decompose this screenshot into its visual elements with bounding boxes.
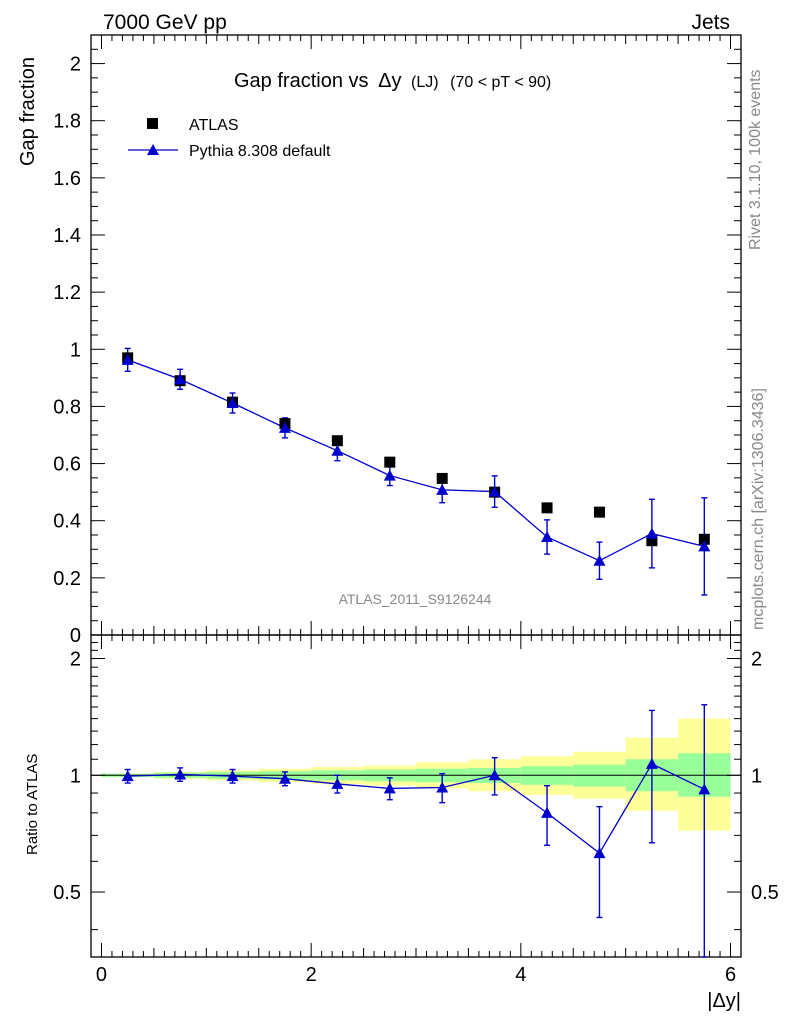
pythia-data-point bbox=[383, 469, 396, 481]
pythia-data-point bbox=[698, 540, 711, 552]
pythia-data-point bbox=[174, 373, 187, 385]
header-process-label: Jets bbox=[691, 11, 730, 34]
x-tick-label: 0 bbox=[96, 964, 107, 986]
ratio-data-point bbox=[331, 777, 344, 789]
pythia-data-point bbox=[278, 421, 291, 433]
y-tick-label: 0.8 bbox=[53, 396, 81, 418]
pythia-data-point bbox=[331, 444, 344, 456]
ratio-y-tick-label-right: 1 bbox=[751, 765, 762, 787]
ratio-y-tick-label: 1 bbox=[70, 765, 81, 787]
ratio-data-point bbox=[383, 782, 396, 794]
plot-title: Gap fraction vs Δy (LJ) (70 < pT < 90) bbox=[234, 70, 551, 92]
legend-pythia-label: Pythia 8.308 default bbox=[189, 143, 331, 160]
ratio-data-point bbox=[488, 769, 501, 781]
ratio-data-point bbox=[174, 768, 187, 780]
y-tick-label: 1.8 bbox=[53, 111, 81, 133]
ratio-y-tick-label-right: 0.5 bbox=[751, 882, 779, 904]
plot-title-tail: (LJ) bbox=[411, 74, 439, 91]
x-tick-label: 6 bbox=[725, 964, 736, 986]
y-tick-label: 0.4 bbox=[53, 511, 81, 533]
header-energy-label: 7000 GeV pp bbox=[103, 11, 227, 34]
x-tick-label: 2 bbox=[306, 964, 317, 986]
plot-title-range: (70 < pT < 90) bbox=[450, 74, 551, 91]
x-tick-label: 4 bbox=[515, 964, 526, 986]
ratio-y-tick-label: 2 bbox=[70, 649, 81, 671]
ratio-y-tick-label-right: 2 bbox=[751, 649, 762, 671]
y-tick-label: 2 bbox=[70, 54, 81, 76]
atlas-data-point bbox=[593, 506, 605, 518]
ratio-data-point bbox=[278, 772, 291, 784]
pythia-data-point bbox=[488, 485, 501, 497]
ratio-data-point bbox=[121, 770, 134, 782]
ratio-data-point bbox=[436, 781, 449, 793]
atlas-data-point bbox=[331, 435, 343, 447]
pythia-data-point bbox=[226, 397, 239, 408]
y-tick-label: 1.4 bbox=[53, 225, 81, 247]
y-tick-label: 1.2 bbox=[53, 282, 81, 304]
pythia-line bbox=[127, 359, 705, 562]
y-tick-label: 1.6 bbox=[53, 168, 81, 190]
rivet-version-label: Rivet 3.1.10, 100k events bbox=[747, 69, 764, 250]
atlas-data-point bbox=[698, 533, 710, 545]
atlas-data-point bbox=[541, 502, 553, 514]
ratio-data-point bbox=[541, 806, 554, 818]
plot-title-main: Gap fraction vs bbox=[234, 70, 369, 92]
y-tick-label: 0.6 bbox=[53, 454, 81, 476]
main-y-axis-label: Gap fraction bbox=[17, 57, 39, 166]
legend-pythia-marker bbox=[147, 144, 159, 155]
ratio-y-axis-label: Ratio to ATLAS bbox=[24, 754, 41, 855]
analysis-id-watermark: ATLAS_2011_S9126244 bbox=[339, 591, 492, 607]
atlas-data-point bbox=[384, 456, 396, 468]
ratio-panel-data bbox=[121, 704, 711, 958]
main-panel-data bbox=[121, 347, 711, 596]
ratio-data-point bbox=[698, 783, 711, 795]
ratio-data-point bbox=[226, 770, 239, 782]
ratio-panel-axes: 0 2 4 6 0.5 0.5 1 1 2 2 bbox=[53, 634, 779, 986]
mcplots-reference-label: mcplots.cern.ch [arXiv:1306.3436] bbox=[750, 388, 767, 630]
ratio-data-point bbox=[593, 847, 606, 859]
legend-atlas-marker bbox=[147, 118, 158, 129]
y-tick-label: 1 bbox=[70, 339, 81, 361]
legend-atlas-label: ATLAS bbox=[189, 117, 239, 134]
ratio-data-point bbox=[645, 757, 658, 769]
pythia-data-point bbox=[593, 554, 606, 566]
pythia-data-point bbox=[436, 483, 449, 495]
y-tick-label: 0 bbox=[70, 625, 81, 647]
ratio-y-tick-label: 0.5 bbox=[53, 882, 81, 904]
plot-title-delta: Δy bbox=[378, 70, 401, 92]
pythia-data-point bbox=[645, 527, 658, 539]
pythia-data-point bbox=[121, 353, 134, 365]
y-tick-label: 0.2 bbox=[53, 568, 81, 590]
x-axis-label: |Δy| bbox=[707, 990, 741, 1012]
atlas-data-point bbox=[646, 535, 658, 547]
atlas-data-point bbox=[436, 472, 448, 484]
pythia-data-point bbox=[541, 531, 554, 542]
ratio-line bbox=[127, 763, 705, 855]
